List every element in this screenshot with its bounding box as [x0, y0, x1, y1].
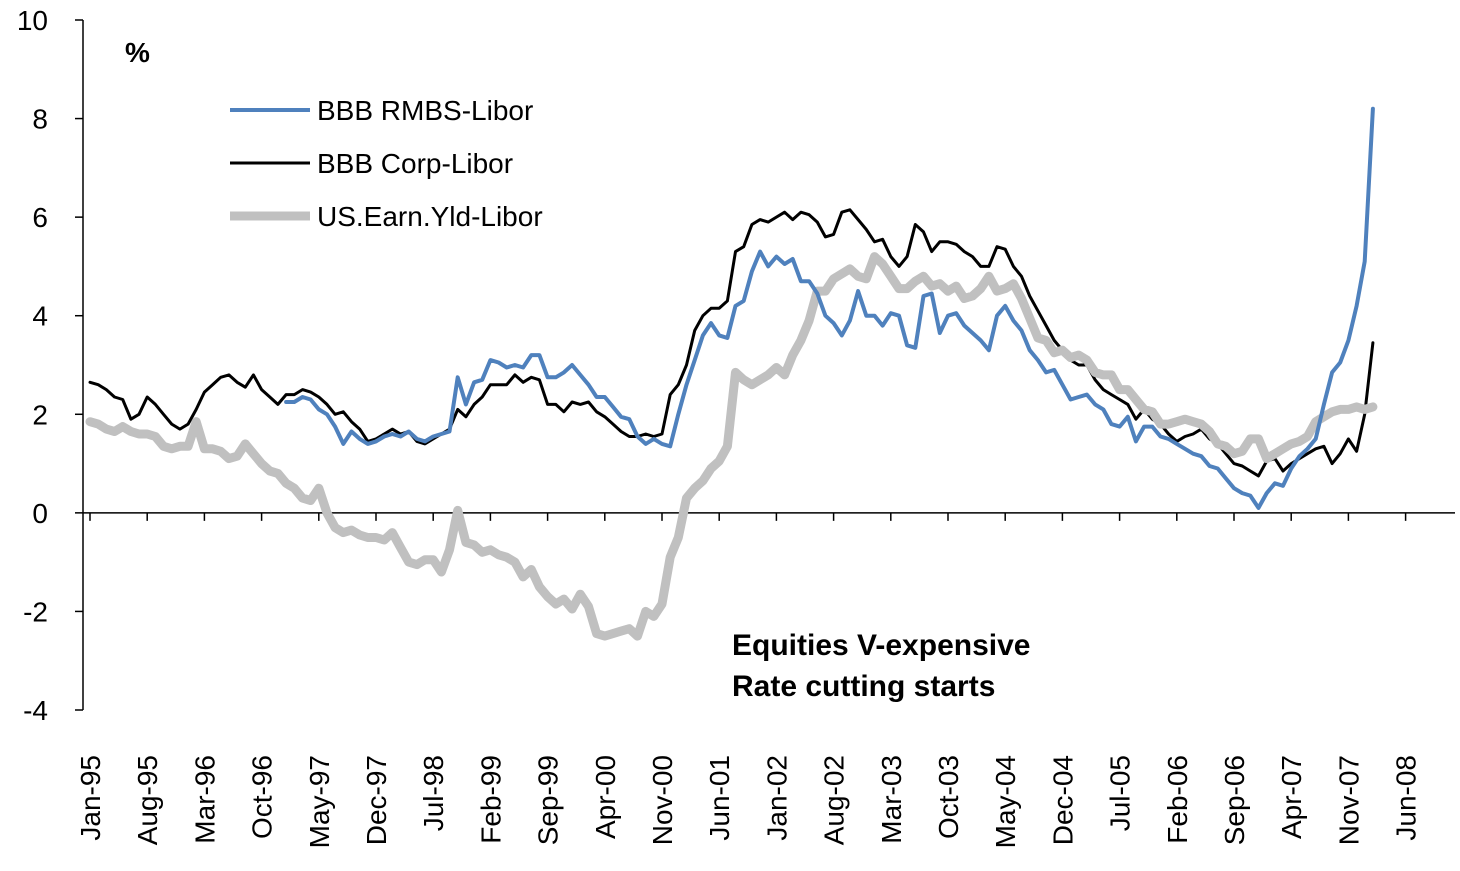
x-tick-label: Jun-01 [704, 755, 735, 841]
x-tick-label: Jul-98 [418, 755, 449, 831]
x-tick-label: May-97 [304, 755, 335, 848]
y-tick-label: 8 [32, 104, 48, 135]
y-tick-label: -2 [23, 596, 48, 627]
x-tick-label: Dec-97 [361, 755, 392, 845]
y-tick-label: 10 [17, 5, 48, 36]
x-tick-label: Jan-02 [761, 755, 792, 841]
annotation: Rate cutting starts [732, 670, 995, 703]
x-tick-label: Sep-06 [1219, 755, 1250, 845]
legend-label: US.Earn.Yld-Libor [317, 201, 543, 232]
x-tick-label: Dec-04 [1047, 755, 1078, 845]
x-tick-label: Aug-02 [819, 755, 850, 845]
x-tick-label: Apr-00 [590, 755, 621, 839]
x-tick-label: Aug-95 [132, 755, 163, 845]
series-line [85, 252, 1378, 641]
y-tick-label: 6 [32, 202, 48, 233]
x-tick-label: Mar-96 [189, 755, 220, 844]
series-line [284, 106, 1375, 510]
x-tick-label: Jan-95 [75, 755, 106, 841]
x-tick-label: Sep-99 [533, 755, 564, 845]
legend-label: BBB RMBS-Libor [317, 95, 533, 126]
y-unit-label: % [125, 37, 150, 68]
x-tick-label: May-04 [990, 755, 1021, 848]
legend-label: BBB Corp-Libor [317, 148, 513, 179]
x-tick-label: Oct-03 [933, 755, 964, 839]
x-tick-label: Apr-07 [1276, 755, 1307, 839]
x-tick-label: Jul-05 [1105, 755, 1136, 831]
x-tick-label: Nov-07 [1333, 755, 1364, 845]
y-tick-label: 4 [32, 301, 48, 332]
x-tick-label: Nov-00 [647, 755, 678, 845]
x-tick-label: Mar-03 [876, 755, 907, 844]
y-tick-label: 0 [32, 498, 48, 529]
annotation: Equities V-expensive [732, 629, 1030, 662]
x-tick-label: Oct-96 [247, 755, 278, 839]
x-tick-label: Feb-99 [475, 755, 506, 844]
y-tick-label: -4 [23, 695, 48, 726]
x-tick-label: Feb-06 [1162, 755, 1193, 844]
x-tick-label: Jun-08 [1391, 755, 1422, 841]
y-tick-label: 2 [32, 399, 48, 430]
